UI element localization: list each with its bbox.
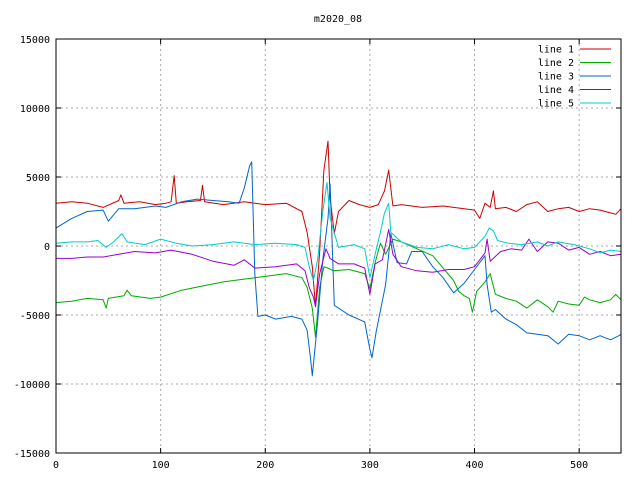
chart-title: m2020_08 [314, 14, 362, 25]
series-line-4 [56, 228, 622, 308]
y-tick-label: 15000 [20, 35, 50, 46]
x-tick-label: 300 [361, 460, 379, 471]
y-tick-label: 5000 [26, 173, 50, 184]
grid [56, 39, 621, 453]
x-tick-label: 500 [570, 460, 588, 471]
series-lines [55, 140, 622, 377]
x-tick-label: 400 [465, 460, 483, 471]
legend-label: line 4 [538, 85, 574, 96]
y-tick-label: 10000 [20, 104, 50, 115]
axis-ticks: 0 100 200 300 400 500 -15000 -10000 -5000 0 5000 10… [14, 35, 621, 471]
legend-label: line 3 [538, 72, 574, 83]
series-line-3 [55, 161, 622, 377]
y-tick-label: -5000 [20, 311, 50, 322]
legend-label: line 2 [538, 58, 574, 69]
y-tick-label: -15000 [14, 449, 50, 460]
series-line-2 [55, 238, 622, 338]
x-tick-label: 100 [152, 460, 170, 471]
legend: line 1 line 2 line 3 line 4 line 5 [538, 45, 611, 110]
series-line-1 [55, 140, 622, 308]
y-tick-label: -10000 [14, 380, 50, 391]
x-tick-label: 0 [53, 460, 59, 471]
x-tick-label: 200 [256, 460, 274, 471]
legend-label: line 1 [538, 45, 574, 56]
legend-label: line 5 [538, 99, 574, 110]
y-tick-label: 0 [44, 242, 50, 253]
series-line-5 [55, 182, 622, 281]
